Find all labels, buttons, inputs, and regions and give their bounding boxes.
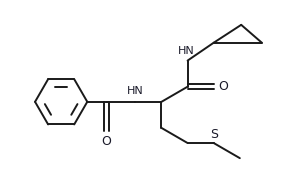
Text: HN: HN xyxy=(178,46,195,56)
Text: O: O xyxy=(219,80,229,93)
Text: O: O xyxy=(102,135,111,148)
Text: S: S xyxy=(211,128,218,141)
Text: HN: HN xyxy=(127,86,144,96)
